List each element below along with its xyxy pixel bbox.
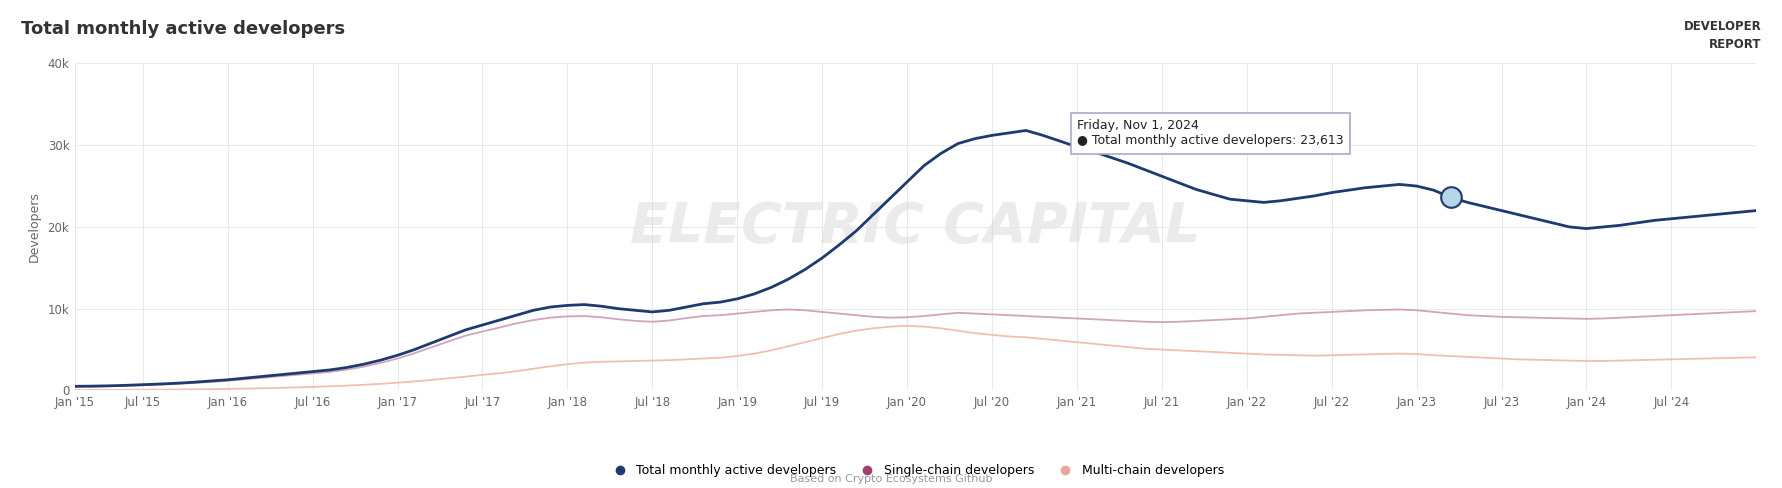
Y-axis label: Developers: Developers [27,191,41,263]
Text: Total monthly active developers: Total monthly active developers [21,20,346,38]
Text: Friday, Nov 1, 2024
● Total monthly active developers: 23,613: Friday, Nov 1, 2024 ● Total monthly acti… [1076,119,1344,147]
Text: ELECTRIC CAPITAL: ELECTRIC CAPITAL [631,200,1199,254]
Text: DEVELOPER
REPORT: DEVELOPER REPORT [1682,20,1761,51]
Legend: Total monthly active developers, Single-chain developers, Multi-chain developers: Total monthly active developers, Single-… [602,459,1228,482]
Text: Based on Crypto Ecosystems Github: Based on Crypto Ecosystems Github [789,474,993,484]
Point [1436,193,1465,201]
